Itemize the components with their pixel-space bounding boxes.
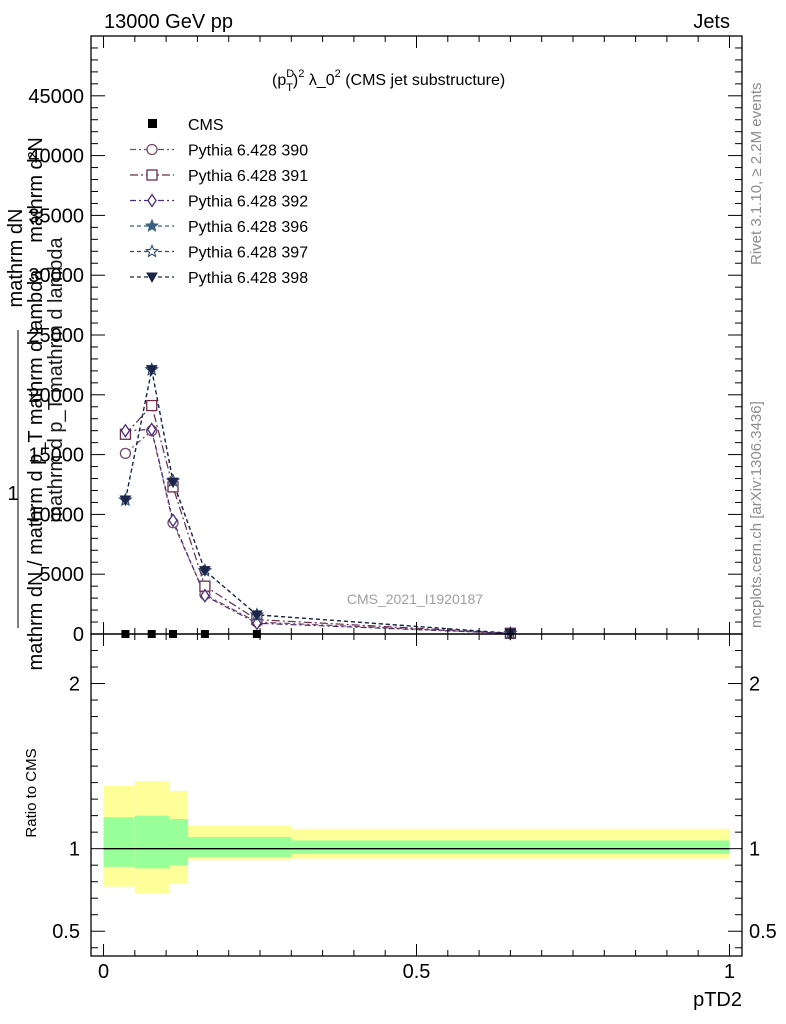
- legend-label: Pythia 6.428 392: [188, 194, 308, 211]
- legend-entry-5: Pythia 6.428 397: [130, 244, 308, 262]
- watermark: CMS_2021_I1920187: [347, 591, 483, 607]
- ratio-ylabel: Ratio to CMS: [23, 748, 40, 837]
- legend-label: Pythia 6.428 397: [188, 245, 308, 262]
- legend-marker: [148, 119, 157, 128]
- plot-title: (pD T)2 λ_02 (CMS jet substructure): [272, 68, 505, 94]
- inner-band-bin: [169, 818, 189, 866]
- ratio-y-tick-label: 2: [69, 674, 80, 696]
- title-close: ): [293, 72, 298, 89]
- rivet-note: Rivet 3.1.10, ≥ 2.2M events: [748, 83, 765, 266]
- title-open: (p: [272, 72, 286, 89]
- ylabel-denominator: mathrm dN / mathrm d p_T mathrm d lambda: [25, 269, 47, 671]
- legend-entry-1: Pythia 6.428 390: [130, 143, 308, 160]
- y-tick-label: 15000: [28, 445, 84, 467]
- ratio-error-bands: [103, 780, 730, 894]
- ratio-y-tick-label-right: 0.5: [749, 921, 777, 943]
- title-sup-3: 2: [335, 68, 341, 80]
- series-3-point: [252, 616, 262, 631]
- header-right: Jets: [693, 11, 730, 33]
- series-line-6: [124, 369, 511, 634]
- legend-marker: [146, 143, 158, 156]
- y-tick-label: 0: [73, 624, 84, 646]
- title-mid: λ_0: [304, 72, 334, 89]
- series-6-point: [119, 495, 132, 507]
- y-tick-label: 40000: [28, 146, 84, 168]
- series-6-point: [251, 610, 263, 621]
- mcplots-note: mcplots.cern.ch [arXiv:1306.3436]: [748, 401, 765, 628]
- legend-label: Pythia 6.428 398: [188, 270, 308, 287]
- ratio-y-tick-label: 0.5: [52, 921, 80, 943]
- ratio-y-tick-label-right: 1: [749, 839, 760, 861]
- ylabel-right: mathrm d p_T mathrm d lambda: [45, 236, 67, 522]
- inner-band-bin: [103, 817, 135, 867]
- legend-marker: [144, 218, 160, 233]
- series-3-point: [146, 422, 157, 437]
- inner-band-bin: [291, 840, 730, 854]
- inner-band-bin: [188, 837, 292, 857]
- legend-marker: [144, 244, 160, 258]
- y-tick-label: 20000: [28, 385, 84, 407]
- series-3-point: [120, 423, 131, 438]
- legend-entry-3: Pythia 6.428 392: [130, 193, 308, 211]
- y-tick-label: 45000: [28, 86, 84, 108]
- series-3-point: [168, 513, 178, 528]
- xlabel: pTD2: [693, 989, 742, 1011]
- header-left: 13000 GeV pp: [104, 11, 233, 33]
- series-1-point: [119, 447, 132, 460]
- title-tail: (CMS jet substructure): [341, 72, 505, 89]
- ylabel-fraction-num: mathrm d²N: [25, 137, 47, 243]
- legend-entry-4: Pythia 6.428 396: [130, 218, 308, 236]
- legend-marker: [147, 193, 157, 208]
- series-line-1: [125, 429, 511, 634]
- axis-ticks: 0 0.5 1 0 5000 10000 15000 20000 25000 30000 35000…: [28, 36, 777, 983]
- legend-marker: [146, 169, 158, 181]
- series-2-point: [146, 399, 158, 412]
- x-tick-label: 1: [724, 961, 735, 983]
- legend-label: CMS: [188, 117, 224, 134]
- y-tick-label: 5000: [40, 564, 85, 586]
- x-tick-label: 0: [98, 961, 109, 983]
- y-tick-label: 10000: [28, 504, 84, 526]
- series-6-point: [167, 477, 179, 489]
- y-tick-label: 30000: [28, 265, 84, 287]
- ratio-y-tick-label: 1: [69, 839, 80, 861]
- inner-band-bin: [134, 815, 170, 869]
- title-sup-2: 2: [298, 68, 304, 80]
- legend-entry-6: Pythia 6.428 398: [130, 270, 308, 287]
- ratio-panel-frame: [90, 633, 743, 957]
- legend-entry-2: Pythia 6.428 391: [130, 168, 308, 185]
- y-tick-label: 25000: [28, 325, 84, 347]
- legend-label: Pythia 6.428 390: [188, 143, 308, 160]
- series-6-point: [199, 566, 211, 577]
- ylabel-plain: mathrm dN: [5, 209, 27, 308]
- series-3-point: [200, 588, 210, 603]
- ratio-y-tick-label-right: 2: [749, 674, 760, 696]
- legend: CMS Pythia 6.428 390 Pythia 6.428 391 Pythi…: [130, 117, 308, 287]
- title-sup-d: D: [286, 68, 294, 80]
- title-sub-t: T: [286, 82, 293, 94]
- legend-marker: [146, 272, 158, 284]
- legend-label: Pythia 6.428 396: [188, 219, 308, 236]
- legend-label: Pythia 6.428 391: [188, 168, 308, 185]
- y-tick-label: 35000: [28, 205, 84, 227]
- legend-entry-cms: CMS: [148, 117, 224, 134]
- main-ylabel: mathrm dN mathrm d²N mathrm d p_T mathrm…: [5, 137, 67, 670]
- ylabel-numerator: 1: [7, 483, 18, 505]
- x-tick-label: 0.5: [403, 961, 431, 983]
- series-6-point: [145, 365, 158, 376]
